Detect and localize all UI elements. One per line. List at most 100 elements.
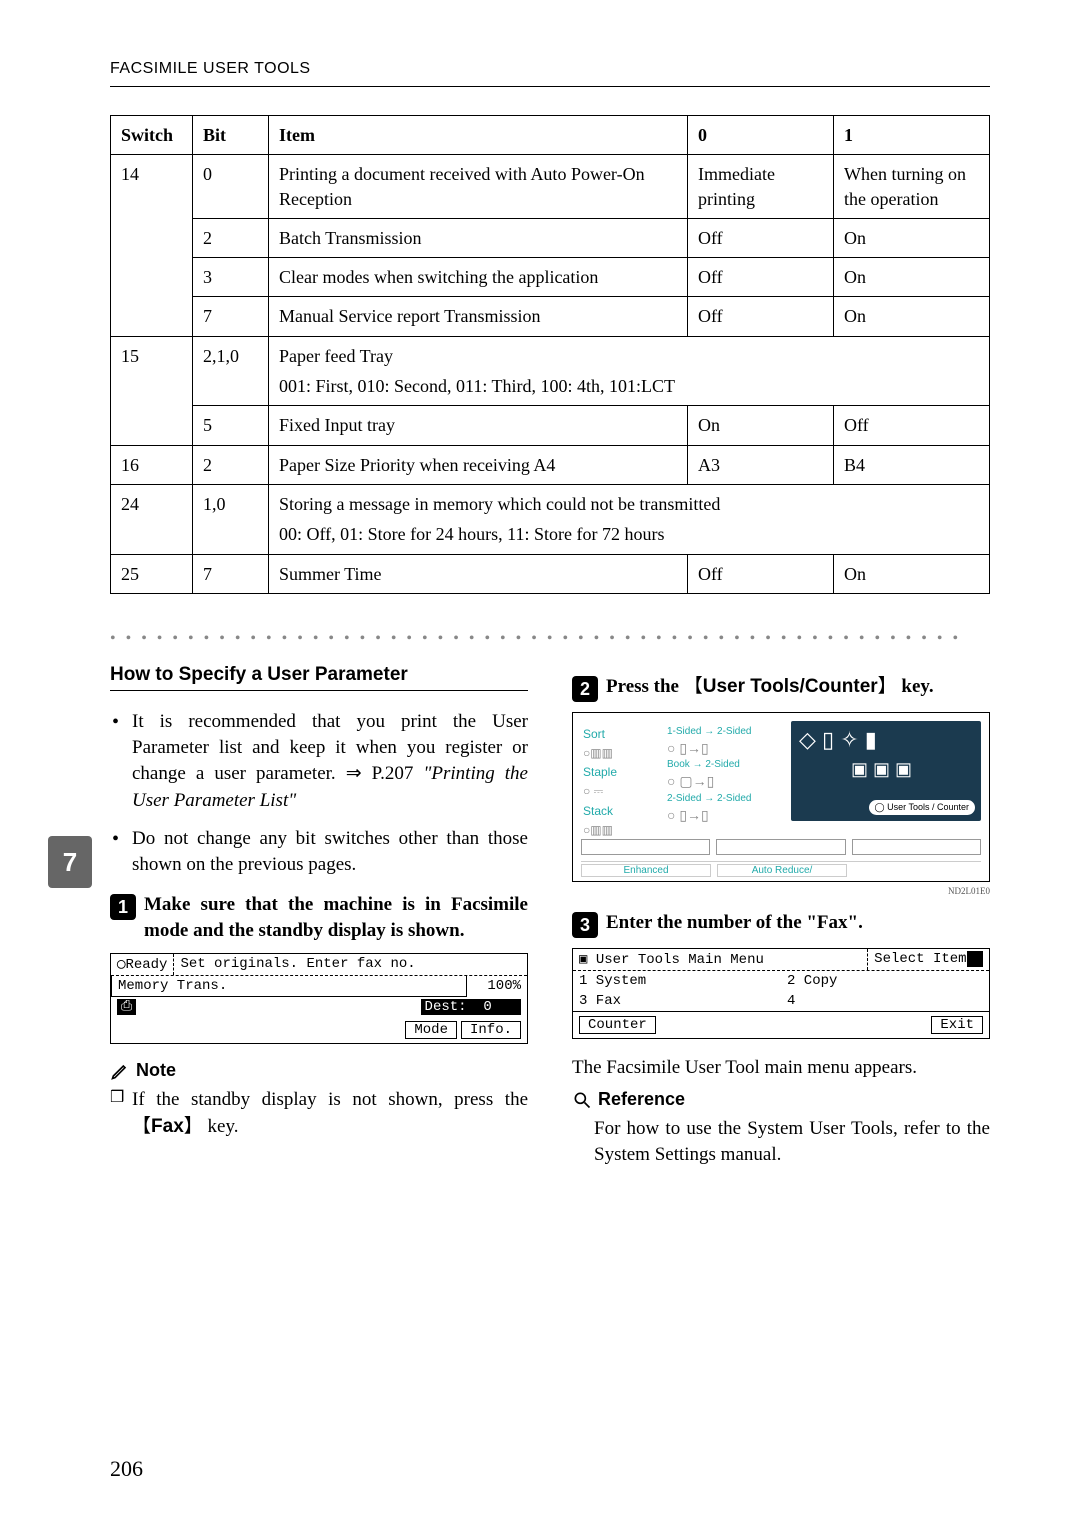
cell-zero: On <box>688 406 834 445</box>
cell-one: On <box>834 297 990 336</box>
note-text-a: If the standby display is not shown, pre… <box>132 1089 528 1110</box>
reference-heading: Reference <box>572 1089 990 1110</box>
cell-item: Clear modes when switching the applicati… <box>269 258 688 297</box>
cell-bit: 2 <box>193 218 269 257</box>
cell-switch: 25 <box>111 554 193 593</box>
th-zero: 0 <box>688 116 834 155</box>
user-tools-counter-button: ◯ User Tools / Counter <box>869 800 975 815</box>
table-header-row: Switch Bit Item 0 1 <box>111 116 990 155</box>
chapter-tab: 7 <box>48 836 92 888</box>
cell-bit: 5 <box>193 406 269 445</box>
lcd-item-1: 1 System <box>573 971 781 991</box>
step-3: 3 Enter the number of the "Fax". <box>572 910 990 938</box>
cell-bit: 7 <box>193 297 269 336</box>
th-switch: Switch <box>111 116 193 155</box>
table-row: 2 Batch Transmission Off On <box>111 218 990 257</box>
lcd-dest-label: Dest: 0 <box>421 999 521 1015</box>
note-body: If the standby display is not shown, pre… <box>110 1087 528 1139</box>
panel-auto-reduce: Auto Reduce/ <box>717 864 847 877</box>
result-paragraph: The Facsimile User Tool main menu appear… <box>572 1055 990 1081</box>
lcd-title: User Tools Main Menu <box>596 952 764 968</box>
cell-switch: 16 <box>111 445 193 484</box>
th-one: 1 <box>834 116 990 155</box>
magnifier-icon <box>572 1090 592 1110</box>
cell-zero: Immediate printing <box>688 155 834 219</box>
cell-bit: 1,0 <box>193 484 269 554</box>
cell-one: When turning on the operation <box>834 155 990 219</box>
th-bit: Bit <box>193 116 269 155</box>
cell-switch: 24 <box>111 484 193 554</box>
lcd-ready: Ready <box>125 957 167 973</box>
step-text: Make sure that the machine is in Facsimi… <box>144 892 528 943</box>
panel-mode3: 2-Sided → 2-Sided <box>667 792 752 806</box>
table-row: 25 7 Summer Time Off On <box>111 554 990 593</box>
step-number-icon: 3 <box>572 912 598 938</box>
cell-bit: 2,1,0 <box>193 336 269 406</box>
cell-one: B4 <box>834 445 990 484</box>
cell-one: Off <box>834 406 990 445</box>
table-row: 7 Manual Service report Transmission Off… <box>111 297 990 336</box>
reference-label: Reference <box>598 1089 685 1110</box>
span-item-desc: 00: Off, 01: Store for 24 hours, 11: Sto… <box>279 522 979 546</box>
cell-bit: 0 <box>193 155 269 219</box>
note-label: Note <box>136 1060 176 1081</box>
subheading: How to Specify a User Parameter <box>110 664 528 691</box>
lcd-screenshot: ◯Ready Set originals. Enter fax no. Memo… <box>110 953 528 1044</box>
panel-mode2: Book → 2-Sided <box>667 758 752 772</box>
cell-item: Paper Size Priority when receiving A4 <box>269 445 688 484</box>
bullet-list: It is recommended that you print the Use… <box>110 709 528 878</box>
panel-slot <box>716 839 845 855</box>
note-text-b: key. <box>203 1116 239 1137</box>
table-row: 24 1,0 Storing a message in memory which… <box>111 484 990 554</box>
diamond-icon: ◇ ▯ ✧ ▮ <box>799 727 877 753</box>
panel-caption: ND2L01E0 <box>572 886 990 896</box>
cell-one: On <box>834 554 990 593</box>
lcd-exit-button: Exit <box>931 1016 983 1034</box>
user-bit-table: Switch Bit Item 0 1 14 0 Printing a docu… <box>110 115 990 594</box>
lcd-select: Select Item <box>874 951 966 967</box>
span-item-title: Paper feed Tray <box>279 344 979 368</box>
cell-zero: Off <box>688 258 834 297</box>
page-number: 206 <box>110 1456 143 1482</box>
cell-span: Storing a message in memory which could … <box>269 484 990 554</box>
step-2: 2 Press the User Tools/Counter key. <box>572 674 990 702</box>
lcd-counter-button: Counter <box>579 1016 656 1034</box>
cell-item: Manual Service report Transmission <box>269 297 688 336</box>
control-panel-diagram: Sort ○▥▥ Staple ○ ⎓ Stack ○▥▥ 1-Sided → … <box>572 712 990 882</box>
cell-item: Printing a document received with Auto P… <box>269 155 688 219</box>
panel-enhanced: Enhanced <box>581 864 711 877</box>
panel-slot <box>852 839 981 855</box>
cell-zero: A3 <box>688 445 834 484</box>
span-item-title: Storing a message in memory which could … <box>279 492 979 516</box>
cell-switch: 15 <box>111 336 193 445</box>
reference-body: For how to use the System User Tools, re… <box>594 1116 990 1168</box>
panel-stack: Stack <box>583 804 613 818</box>
lcd-percent: 100% <box>467 976 527 997</box>
lcd-item-4: 4 <box>781 991 989 1011</box>
step-1: 1 Make sure that the machine is in Facsi… <box>110 892 528 943</box>
cell-one: On <box>834 258 990 297</box>
step-text: Press the User Tools/Counter key. <box>606 674 934 700</box>
section-divider-dots: • • • • • • • • • • • • • • • • • • • • … <box>110 630 990 648</box>
cell-item: Batch Transmission <box>269 218 688 257</box>
table-row: 14 0 Printing a document received with A… <box>111 155 990 219</box>
user-tools-key: User Tools/Counter <box>684 676 897 697</box>
th-item: Item <box>269 116 688 155</box>
cell-bit: 3 <box>193 258 269 297</box>
cell-item: Summer Time <box>269 554 688 593</box>
table-row: 16 2 Paper Size Priority when receiving … <box>111 445 990 484</box>
header-title: FACSIMILE USER TOOLS <box>110 60 990 78</box>
lcd-item-2: 2 Copy <box>781 971 989 991</box>
panel-slot <box>581 839 710 855</box>
cell-zero: Off <box>688 218 834 257</box>
bullet-item: It is recommended that you print the Use… <box>110 709 528 814</box>
header-rule <box>110 86 990 87</box>
tray-icons: ▣ ▣ ▣ <box>851 759 912 780</box>
left-column: How to Specify a User Parameter It is re… <box>110 664 528 1169</box>
lcd-mode-button: Mode <box>405 1021 457 1039</box>
step2-text-b: key. <box>897 676 934 697</box>
lcd-icon: ⎙ <box>117 999 136 1015</box>
panel-mode1: 1-Sided → 2-Sided <box>667 725 752 739</box>
two-column-layout: How to Specify a User Parameter It is re… <box>110 664 990 1169</box>
cell-item: Fixed Input tray <box>269 406 688 445</box>
